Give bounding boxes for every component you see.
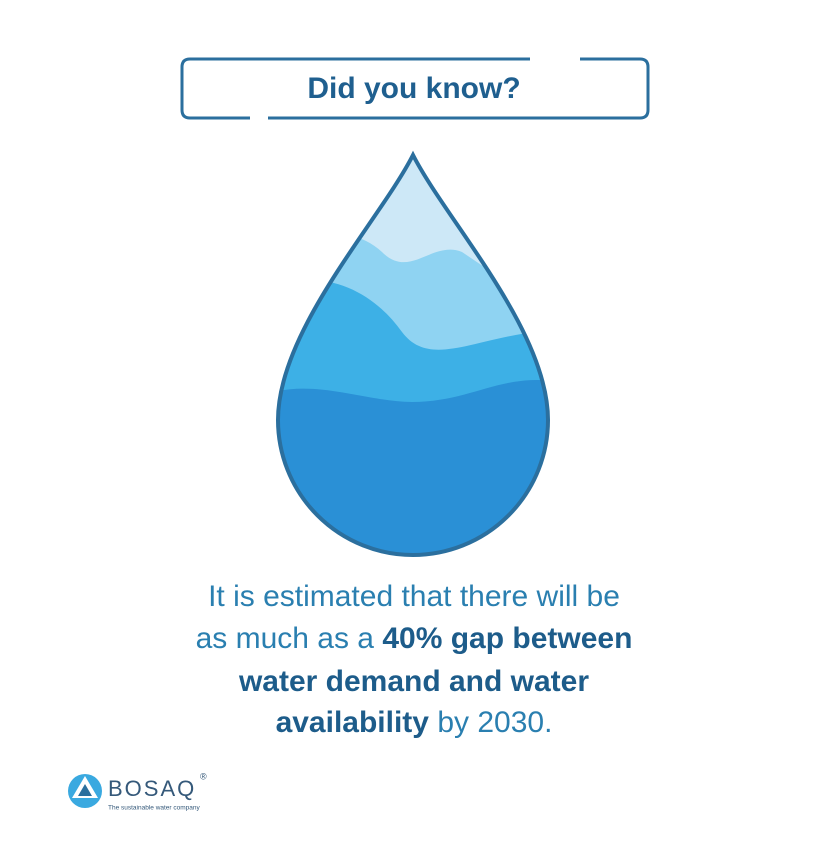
logo-icon — [78, 784, 92, 796]
logo-tagline: The sustainable water company — [108, 805, 201, 812]
body-line: water demand and water — [238, 665, 589, 698]
header-frame — [268, 57, 650, 120]
body-line: as much as a 40% gap between — [196, 622, 633, 655]
body-line: It is estimated that there will be — [208, 580, 620, 613]
header-frame — [180, 57, 530, 120]
body-regular: It is estimated that there will be — [208, 580, 620, 613]
header-title: Did you know? — [307, 72, 520, 105]
body-bold: availability — [276, 706, 430, 739]
body-line: availability by 2030. — [276, 706, 553, 739]
body-text: It is estimated that there will be as muc… — [196, 580, 633, 739]
body-bold: 40% gap between — [382, 622, 632, 655]
logo-mark: ® — [200, 771, 207, 781]
body-regular: by 2030. — [429, 706, 552, 739]
body-regular: as much as a — [196, 622, 383, 655]
drop-outline — [275, 150, 551, 557]
logo-name: BOSAQ — [108, 776, 196, 801]
body-bold: water demand and water — [238, 665, 589, 698]
